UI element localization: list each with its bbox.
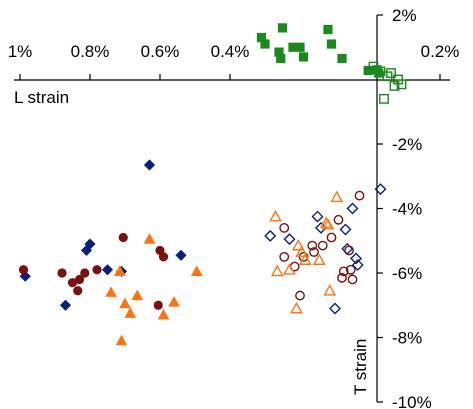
data-point-triangle: [157, 308, 170, 320]
data-point-circle: [333, 214, 344, 225]
series-triangle-filled: [105, 233, 203, 346]
data-point-circle: [118, 232, 128, 243]
data-point-diamond: [341, 242, 354, 255]
data-point-circle: [347, 274, 358, 285]
data-point-diamond: [283, 233, 296, 246]
y-tick-label: -10%: [392, 393, 432, 409]
data-point-square: [382, 71, 393, 82]
data-point-diamond: [80, 244, 93, 256]
series-triangle-open: [269, 190, 344, 314]
data-point-triangle: [295, 245, 309, 257]
y-tick-label: -4%: [392, 200, 422, 219]
data-point-diamond: [311, 210, 324, 223]
data-point-circle: [338, 266, 349, 277]
axis-ticks: [19, 14, 441, 403]
x-tick-label: 0.6%: [141, 42, 180, 61]
data-point-circle: [74, 274, 85, 285]
data-point-circle: [279, 251, 290, 262]
data-point-triangle: [190, 265, 203, 276]
data-point-triangle: [290, 301, 303, 314]
data-point-square: [379, 93, 389, 104]
data-point-square: [277, 23, 288, 33]
data-point-diamond: [329, 302, 341, 315]
data-point-circle: [158, 252, 169, 262]
data-point-diamond: [101, 264, 114, 276]
data-point-triangle: [168, 296, 180, 307]
data-point-circle: [326, 232, 337, 243]
data-point-diamond: [351, 258, 364, 271]
data-point-circle: [153, 300, 163, 310]
data-point-triangle: [319, 216, 333, 228]
data-point-circle: [73, 286, 83, 296]
y-tick-label: -6%: [392, 264, 422, 283]
data-point-square: [323, 24, 333, 35]
series-diamond-filled: [19, 159, 187, 311]
y-tick-label: 2%: [392, 6, 417, 25]
data-point-circle: [337, 272, 347, 283]
data-point-square: [326, 39, 337, 49]
series-square-open: [368, 61, 407, 104]
series-circle-filled: [18, 232, 169, 310]
y-tick-label: -2%: [392, 135, 422, 154]
data-point-triangle: [119, 297, 131, 309]
data-point-square: [260, 39, 270, 49]
x-tick-label: 0.2%: [421, 42, 460, 61]
data-point-triangle: [312, 253, 326, 265]
data-point-diamond: [264, 229, 277, 242]
data-point-square: [396, 79, 407, 90]
y-axis-title: T strain: [351, 339, 370, 395]
data-point-triangle: [321, 217, 335, 230]
data-point-square: [295, 42, 305, 52]
y-tick-label: -8%: [392, 329, 422, 348]
data-point-diamond: [339, 223, 352, 236]
data-point-diamond: [374, 183, 387, 196]
x-axis-title: L strain: [14, 88, 69, 107]
data-point-diamond: [143, 159, 156, 171]
data-point-square: [276, 53, 286, 64]
data-point-diamond: [59, 299, 72, 311]
data-points: [18, 23, 407, 346]
data-point-triangle: [269, 209, 282, 222]
data-point-triangle: [115, 334, 128, 346]
data-point-triangle: [298, 253, 312, 265]
data-point-triangle: [113, 265, 126, 276]
data-point-triangle: [330, 190, 344, 203]
data-point-square: [389, 81, 400, 91]
data-point-circle: [317, 240, 328, 251]
data-point-circle: [92, 265, 102, 275]
data-point-diamond: [346, 202, 359, 215]
data-point-circle: [80, 268, 90, 278]
data-point-circle: [307, 240, 318, 251]
data-point-circle: [345, 264, 356, 275]
data-point-square: [337, 53, 347, 64]
data-point-triangle: [283, 263, 296, 275]
data-point-circle: [344, 245, 354, 256]
data-point-triangle: [291, 238, 305, 251]
data-point-circle: [18, 265, 29, 275]
data-point-square: [298, 52, 309, 62]
x-tick-label: 1%: [8, 42, 33, 61]
data-point-triangle: [124, 307, 137, 318]
data-point-circle: [279, 222, 290, 233]
data-point-diamond: [350, 252, 362, 265]
series-circle-open: [279, 190, 365, 301]
data-point-triangle: [105, 286, 117, 297]
series-square-filled: [256, 23, 384, 78]
data-point-triangle: [323, 284, 337, 296]
data-point-circle: [295, 290, 305, 301]
data-point-circle: [354, 190, 365, 201]
data-point-diamond: [175, 249, 187, 261]
data-point-circle: [57, 268, 67, 278]
data-point-triangle: [270, 264, 284, 277]
x-tick-label: 0.4%: [211, 42, 250, 61]
data-point-circle: [309, 247, 319, 257]
data-point-triangle: [131, 289, 144, 301]
data-point-triangle: [143, 233, 156, 244]
x-tick-label: 0.8%: [71, 42, 110, 61]
axis-tick-labels: 1% 0.8% 0.6% 0.4% 0.2%2% -2% -4% -6% -8% -10%: [8, 6, 460, 409]
